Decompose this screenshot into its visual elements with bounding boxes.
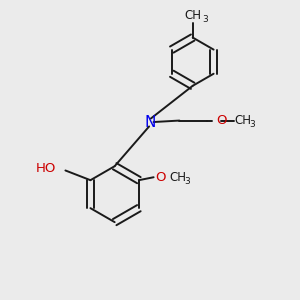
Text: 3: 3 bbox=[184, 177, 190, 186]
Text: O: O bbox=[155, 171, 166, 184]
Text: CH: CH bbox=[235, 114, 251, 127]
Text: 3: 3 bbox=[202, 15, 208, 24]
Text: 3: 3 bbox=[249, 120, 255, 129]
Text: HO: HO bbox=[36, 162, 57, 175]
Text: N: N bbox=[144, 115, 156, 130]
Text: O: O bbox=[216, 114, 227, 127]
Text: CH: CH bbox=[169, 171, 186, 184]
Text: CH: CH bbox=[184, 9, 201, 22]
